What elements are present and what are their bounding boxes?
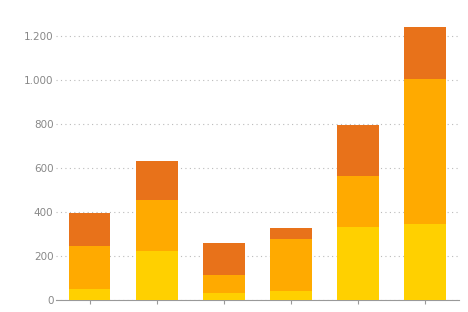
Bar xyxy=(136,251,177,300)
Bar xyxy=(337,227,379,300)
Bar xyxy=(270,239,312,291)
Bar xyxy=(136,161,177,199)
Bar xyxy=(404,224,446,300)
Bar xyxy=(337,176,379,227)
Bar xyxy=(69,246,110,289)
Bar xyxy=(203,275,245,293)
Bar xyxy=(136,199,177,251)
Bar xyxy=(270,228,312,239)
Bar xyxy=(203,243,245,275)
Bar xyxy=(404,27,446,79)
Bar xyxy=(69,289,110,300)
Bar xyxy=(337,125,379,176)
Bar xyxy=(270,291,312,300)
Bar xyxy=(404,79,446,224)
Bar xyxy=(69,213,110,246)
Bar xyxy=(203,293,245,300)
